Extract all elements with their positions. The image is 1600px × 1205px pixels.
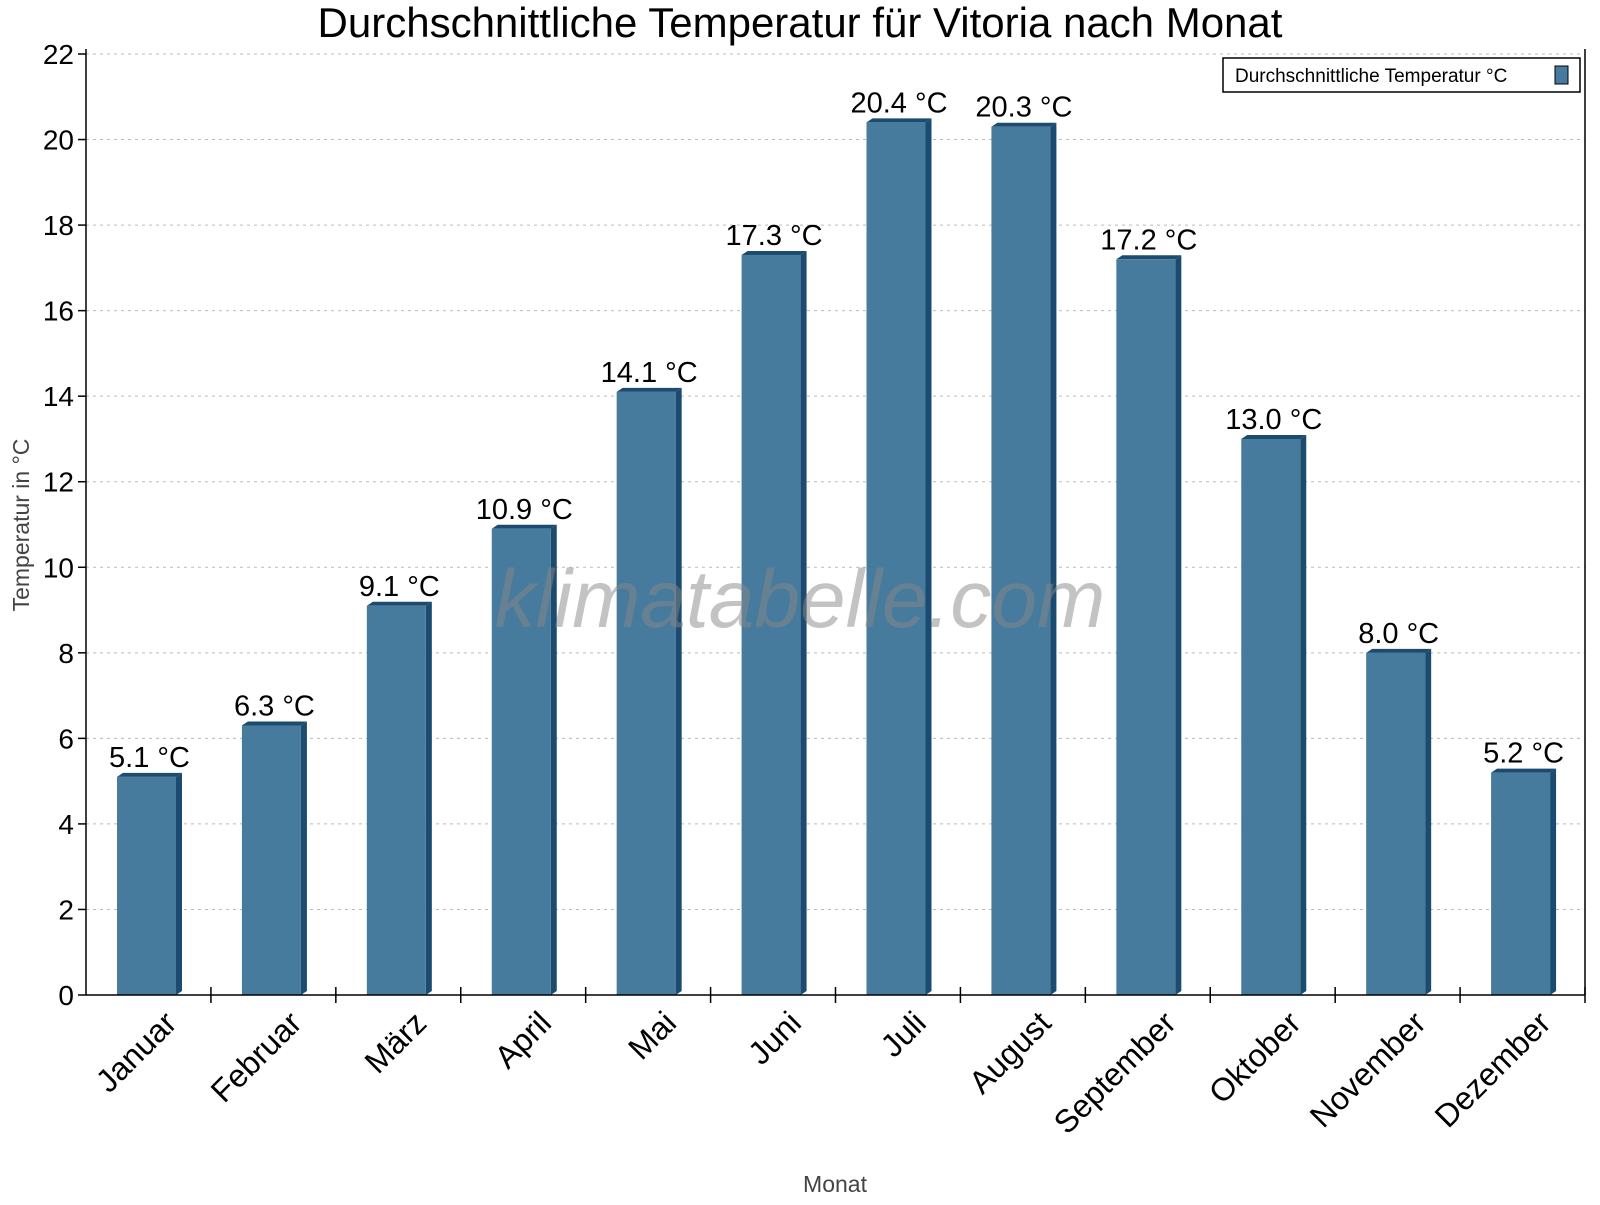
x-tick-label: Mai [621,1004,683,1066]
x-tick-label: Juli [874,1004,933,1063]
bar-side [550,524,557,995]
bar-top [1116,255,1182,260]
x-tick-label: April [487,1004,558,1075]
y-tick-label: 2 [58,894,74,925]
chart-title: Durchschnittliche Temperatur für Vitoria… [318,0,1283,46]
bar-side [800,251,807,996]
bar [366,605,426,995]
y-tick-label: 22 [43,39,74,70]
data-label: 17.2 °C [1100,224,1197,256]
bar-top [1241,434,1307,439]
bar-top [991,122,1057,127]
y-tick-label: 0 [58,980,74,1011]
bar-top [366,601,432,606]
y-tick-label: 6 [58,723,74,754]
legend: Durchschnittliche Temperatur °C [1222,57,1581,93]
x-tick-label: September [1047,1004,1183,1140]
data-label: 20.4 °C [850,87,947,119]
x-axis-label: Monat [803,1171,868,1197]
y-tick-label: 20 [43,125,74,156]
x-tick-label: Juni [741,1004,808,1071]
bar-side [1425,648,1432,995]
y-tick-label: 12 [43,467,74,498]
bar-side [1300,434,1307,995]
y-tick-label: 14 [43,381,74,412]
bar-side [425,601,432,995]
y-tick-label: 16 [43,296,74,327]
bar-side [1050,122,1057,996]
bar-top [117,772,182,777]
bar-side [1175,255,1182,996]
x-tick-label: Januar [89,1004,184,1099]
data-label: 17.3 °C [726,220,823,252]
bar-side [1550,768,1557,995]
data-label: 5.1 °C [109,742,190,774]
y-tick-label: 18 [43,210,74,241]
bar [741,255,801,996]
bar-side [925,118,932,996]
y-tick-label: 8 [58,638,74,669]
x-tick-label: August [962,1004,1058,1100]
data-label: 13.0 °C [1225,404,1322,436]
legend-label: Durchschnittliche Temperatur °C [1235,66,1507,87]
y-axis-label: Temperatur in °C [8,439,34,612]
y-tick-label: 4 [58,809,74,840]
watermark: klimatabelle.com [495,554,1106,645]
x-tick-label: Oktober [1202,1004,1308,1110]
bar-side [675,387,682,995]
bar-top [1491,768,1557,773]
bar [1366,652,1426,995]
data-label: 8.0 °C [1358,618,1439,650]
bar-side [300,721,307,995]
legend-swatch [1554,65,1569,85]
data-label: 10.9 °C [476,494,573,526]
bar-top [491,524,557,529]
bar [241,725,301,995]
bar [117,776,176,995]
bar [866,122,926,996]
data-label: 5.2 °C [1483,738,1564,770]
bar [616,391,676,995]
x-tick-label: Dezember [1428,1004,1558,1134]
bar [491,528,551,995]
bar-top [616,387,682,392]
bar-top [241,721,307,726]
bar [1491,772,1551,995]
x-tick-label: November [1303,1004,1433,1134]
bar-top [1366,648,1432,653]
x-tick-label: Februar [204,1004,309,1109]
bar-top [741,251,807,256]
data-label: 20.3 °C [975,92,1072,124]
data-label: 9.1 °C [359,571,440,603]
x-tick-label: März [358,1004,434,1080]
bar [991,126,1051,996]
data-label: 6.3 °C [234,691,315,723]
bar [1241,438,1301,995]
y-tick-label: 10 [43,552,74,583]
bar-side [176,772,182,995]
data-label: 14.1 °C [601,357,698,389]
bar-top [866,118,932,123]
bar [1116,259,1176,995]
